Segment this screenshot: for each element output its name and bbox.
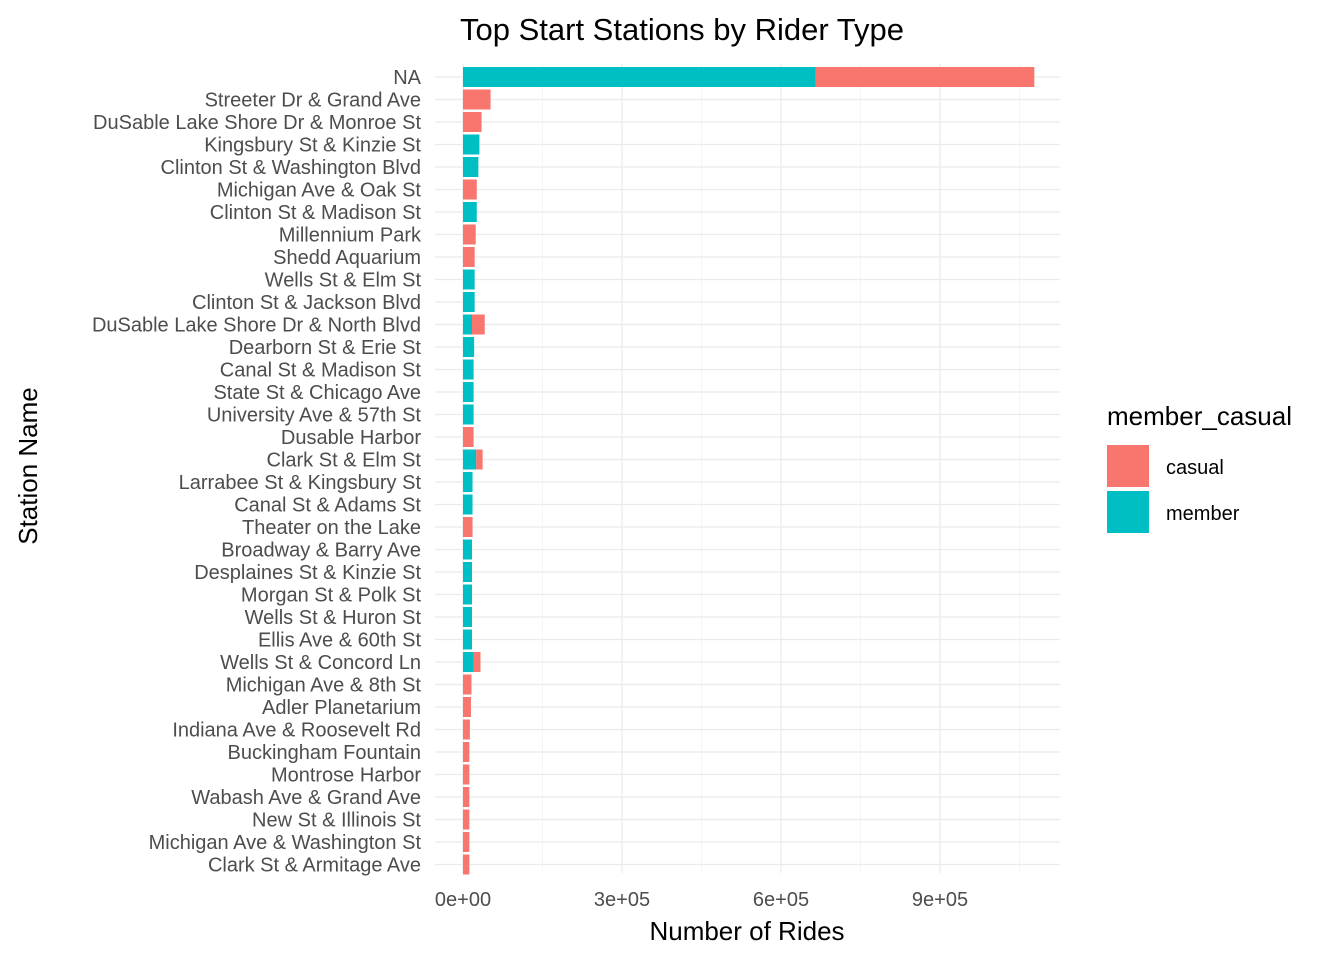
bar-casual bbox=[463, 179, 477, 200]
bar-member bbox=[463, 67, 816, 87]
y-tick-label: Morgan St & Polk St bbox=[241, 585, 422, 607]
bar-member bbox=[463, 359, 474, 380]
bar-casual bbox=[463, 112, 482, 132]
y-tick-label: Clinton St & Madison St bbox=[210, 202, 422, 224]
y-tick-label: Clinton St & Washington Blvd bbox=[161, 157, 422, 179]
bar-casual bbox=[476, 449, 483, 470]
bar-member bbox=[463, 314, 473, 335]
chart-title: Top Start Stations by Rider Type bbox=[460, 12, 904, 47]
bar-member bbox=[463, 269, 475, 290]
bar-casual bbox=[463, 787, 470, 807]
y-tick-label: NA bbox=[393, 67, 421, 89]
y-tick-label: Michigan Ave & 8th St bbox=[226, 675, 422, 697]
y-tick-label: Wells St & Concord Ln bbox=[220, 652, 421, 674]
y-tick-label: Clinton St & Jackson Blvd bbox=[192, 292, 421, 314]
y-tick-label: Wells St & Elm St bbox=[265, 270, 422, 292]
legend-label-member: member bbox=[1166, 503, 1240, 525]
legend-title: member_casual bbox=[1107, 401, 1292, 431]
bar-casual bbox=[463, 224, 476, 245]
bar-member bbox=[463, 382, 474, 402]
y-tick-label: Canal St & Madison St bbox=[220, 360, 422, 382]
y-tick-label: Theater on the Lake bbox=[242, 517, 421, 539]
y-tick-label: State St & Chicago Ave bbox=[213, 382, 421, 404]
bar-member bbox=[463, 652, 474, 672]
y-tick-label: DuSable Lake Shore Dr & North Blvd bbox=[92, 315, 421, 337]
bar-casual bbox=[463, 89, 491, 110]
x-axis-tick-labels: 0e+00 3e+05 6e+05 9e+05 bbox=[435, 889, 968, 911]
y-tick-label: Wabash Ave & Grand Ave bbox=[191, 787, 421, 809]
y-tick-label: Kingsbury St & Kinzie St bbox=[204, 135, 421, 157]
bar-member bbox=[463, 584, 473, 605]
y-tick-label: DuSable Lake Shore Dr & Monroe St bbox=[93, 112, 421, 134]
legend: member_casual casual member bbox=[1107, 401, 1292, 533]
y-tick-label: Larrabee St & Kingsbury St bbox=[179, 472, 422, 494]
bar-casual bbox=[463, 697, 471, 717]
bar-casual bbox=[463, 742, 470, 762]
y-tick-label: Broadway & Barry Ave bbox=[221, 540, 421, 562]
y-tick-label: New St & Illinois St bbox=[252, 810, 421, 832]
y-tick-label: Buckingham Fountain bbox=[228, 742, 421, 764]
bar-member bbox=[463, 539, 473, 560]
bar-casual bbox=[463, 832, 470, 852]
bar-member bbox=[463, 562, 473, 582]
y-tick-label: Desplaines St & Kinzie St bbox=[194, 562, 421, 584]
bar-member bbox=[463, 157, 479, 177]
bar-member bbox=[463, 404, 474, 425]
y-tick-label: Montrose Harbor bbox=[271, 765, 421, 787]
x-tick-label: 3e+05 bbox=[594, 889, 650, 911]
legend-label-casual: casual bbox=[1166, 457, 1224, 479]
legend-swatch-member bbox=[1107, 491, 1149, 533]
bar-member bbox=[463, 494, 473, 515]
x-tick-label: 9e+05 bbox=[912, 889, 968, 911]
bar-member bbox=[463, 449, 477, 470]
y-tick-label: Ellis Ave & 60th St bbox=[258, 630, 422, 652]
y-tick-label: Dusable Harbor bbox=[281, 427, 421, 449]
y-tick-label: Streeter Dr & Grand Ave bbox=[205, 90, 421, 112]
y-tick-label: Millennium Park bbox=[279, 225, 422, 247]
grid-lines bbox=[435, 64, 1060, 873]
bar-member bbox=[463, 629, 473, 650]
bar-casual bbox=[463, 809, 470, 830]
bar-casual bbox=[472, 314, 485, 335]
bar-casual bbox=[473, 652, 481, 672]
x-axis-title: Number of Rides bbox=[649, 916, 844, 946]
y-tick-label: Adler Planetarium bbox=[262, 697, 421, 719]
y-tick-label: Shedd Aquarium bbox=[273, 247, 421, 269]
bar-casual bbox=[463, 854, 470, 875]
bar-member bbox=[463, 134, 480, 155]
bar-casual bbox=[815, 67, 1035, 87]
bar-member bbox=[463, 202, 477, 222]
y-tick-label: Clark St & Elm St bbox=[267, 450, 422, 472]
y-tick-label: Wells St & Huron St bbox=[245, 607, 422, 629]
legend-swatch-casual bbox=[1107, 445, 1149, 487]
bar-member bbox=[463, 337, 475, 357]
x-tick-label: 6e+05 bbox=[753, 889, 809, 911]
x-tick-label: 0e+00 bbox=[435, 889, 491, 911]
bar-casual bbox=[463, 719, 470, 740]
y-tick-label: Canal St & Adams St bbox=[234, 495, 421, 517]
bar-casual bbox=[463, 764, 470, 785]
y-tick-label: Indiana Ave & Roosevelt Rd bbox=[172, 720, 421, 742]
bar-casual bbox=[463, 674, 472, 695]
y-tick-label: Clark St & Armitage Ave bbox=[208, 855, 421, 877]
bar-casual bbox=[463, 517, 473, 537]
bar-member bbox=[463, 292, 475, 312]
bars bbox=[463, 67, 1035, 875]
bar-casual bbox=[463, 247, 475, 267]
y-axis-title: Station Name bbox=[13, 387, 43, 545]
bar-member bbox=[463, 607, 473, 627]
y-tick-label: University Ave & 57th St bbox=[207, 405, 422, 427]
y-tick-label: Michigan Ave & Oak St bbox=[217, 180, 422, 202]
bar-casual bbox=[463, 427, 474, 447]
y-tick-label: Dearborn St & Erie St bbox=[229, 337, 422, 359]
bar-member bbox=[463, 472, 473, 492]
y-tick-label: Michigan Ave & Washington St bbox=[149, 832, 422, 854]
